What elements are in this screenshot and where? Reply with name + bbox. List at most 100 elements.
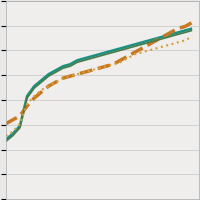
Hispanic: [177, 27, 179, 30]
Black non-Hispanic: [162, 37, 165, 40]
White non-Hispanic: [40, 79, 43, 81]
White non-Hispanic: [105, 51, 107, 54]
Hispanic: [134, 51, 136, 54]
White non-Hispanic: [26, 95, 28, 97]
Black non-Hispanic: [26, 97, 28, 99]
Hispanic: [12, 119, 14, 121]
Hispanic: [119, 59, 122, 61]
Other: [33, 95, 35, 97]
Other: [119, 61, 122, 63]
White non-Hispanic: [76, 59, 79, 61]
White non-Hispanic: [162, 35, 165, 38]
White non-Hispanic: [83, 57, 86, 59]
Black non-Hispanic: [12, 135, 14, 137]
White non-Hispanic: [177, 31, 179, 34]
Hispanic: [4, 123, 7, 125]
Hispanic: [83, 71, 86, 73]
Other: [55, 81, 57, 83]
Hispanic: [155, 39, 157, 42]
Black non-Hispanic: [141, 43, 143, 46]
Other: [26, 103, 28, 105]
White non-Hispanic: [169, 33, 172, 36]
White non-Hispanic: [33, 85, 35, 87]
Other: [126, 57, 129, 59]
Black non-Hispanic: [105, 53, 107, 56]
Hispanic: [184, 25, 186, 28]
Black non-Hispanic: [76, 61, 79, 63]
Line: White non-Hispanic: White non-Hispanic: [6, 28, 192, 140]
Black non-Hispanic: [184, 31, 186, 34]
White non-Hispanic: [134, 43, 136, 46]
Hispanic: [69, 75, 71, 77]
White non-Hispanic: [47, 73, 50, 75]
Hispanic: [112, 63, 114, 65]
Hispanic: [162, 35, 165, 38]
Other: [62, 77, 64, 79]
Other: [155, 47, 157, 50]
White non-Hispanic: [191, 27, 193, 30]
Other: [191, 35, 193, 38]
Black non-Hispanic: [126, 47, 129, 50]
Black non-Hispanic: [134, 45, 136, 48]
Hispanic: [148, 43, 150, 46]
White non-Hispanic: [184, 29, 186, 32]
White non-Hispanic: [19, 125, 21, 127]
Other: [19, 123, 21, 125]
Line: Black non-Hispanic: Black non-Hispanic: [6, 30, 192, 142]
Other: [148, 49, 150, 52]
Other: [177, 41, 179, 44]
Black non-Hispanic: [83, 59, 86, 61]
Other: [47, 85, 50, 87]
Black non-Hispanic: [33, 87, 35, 89]
Hispanic: [40, 91, 43, 93]
Black non-Hispanic: [62, 67, 64, 69]
Black non-Hispanic: [47, 75, 50, 77]
Hispanic: [26, 105, 28, 107]
Hispanic: [141, 47, 143, 50]
Black non-Hispanic: [155, 39, 157, 42]
Other: [69, 75, 71, 77]
Black non-Hispanic: [191, 29, 193, 32]
White non-Hispanic: [12, 133, 14, 135]
Black non-Hispanic: [148, 41, 150, 44]
Other: [134, 53, 136, 56]
Other: [112, 63, 114, 65]
White non-Hispanic: [4, 139, 7, 141]
Hispanic: [105, 65, 107, 67]
White non-Hispanic: [155, 37, 157, 40]
White non-Hispanic: [98, 53, 100, 56]
White non-Hispanic: [126, 45, 129, 48]
Other: [162, 45, 165, 48]
Hispanic: [76, 73, 79, 75]
Hispanic: [47, 85, 50, 87]
Black non-Hispanic: [4, 141, 7, 143]
Other: [40, 89, 43, 91]
Other: [184, 39, 186, 42]
Hispanic: [98, 67, 100, 69]
Black non-Hispanic: [90, 57, 93, 59]
Black non-Hispanic: [40, 81, 43, 83]
White non-Hispanic: [112, 49, 114, 52]
Black non-Hispanic: [177, 33, 179, 36]
Other: [90, 69, 93, 71]
Black non-Hispanic: [19, 127, 21, 129]
Hispanic: [126, 55, 129, 58]
Other: [169, 43, 172, 46]
Black non-Hispanic: [98, 55, 100, 58]
Hispanic: [90, 69, 93, 71]
Hispanic: [55, 81, 57, 83]
Black non-Hispanic: [169, 35, 172, 38]
Other: [83, 71, 86, 73]
White non-Hispanic: [148, 39, 150, 42]
Black non-Hispanic: [112, 51, 114, 54]
Other: [4, 135, 7, 137]
Black non-Hispanic: [119, 49, 122, 52]
Other: [76, 73, 79, 75]
Line: Hispanic: Hispanic: [6, 23, 192, 124]
Hispanic: [33, 97, 35, 99]
Hispanic: [191, 21, 193, 24]
Black non-Hispanic: [69, 65, 71, 67]
White non-Hispanic: [119, 47, 122, 50]
Black non-Hispanic: [55, 71, 57, 73]
White non-Hispanic: [55, 69, 57, 71]
